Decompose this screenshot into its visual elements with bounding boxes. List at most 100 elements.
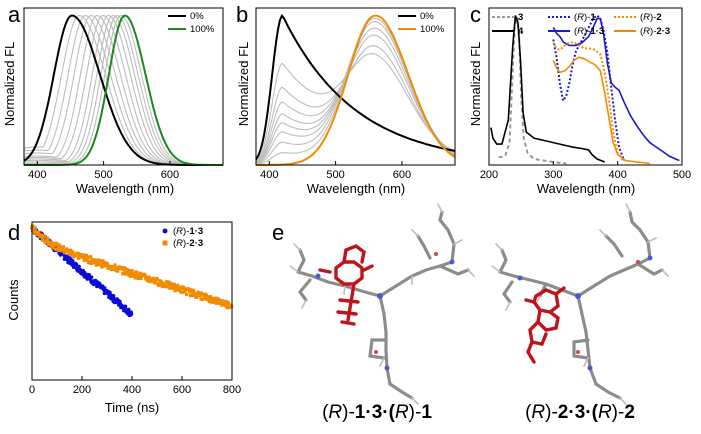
point-d-1-270 [178, 290, 183, 294]
xtick-label-d-2: 400 [123, 384, 141, 396]
point-d-1-2 [31, 224, 35, 228]
xlabel-d: Time (ns) [105, 400, 159, 415]
legend-b-text-1: 100% [420, 24, 445, 35]
ylabel-a: Normalized FL [2, 42, 17, 127]
point-d-1-6 [33, 226, 37, 231]
point-d-1-40 [52, 244, 56, 248]
point-d-1-228 [155, 277, 159, 281]
point-d-1-249 [167, 280, 171, 284]
series-b-0 [255, 13, 456, 161]
point-d-1-70 [68, 248, 73, 252]
series-a-10 [24, 14, 223, 166]
panel-c-ticks: 200 300 400 500 [480, 161, 691, 181]
point-d-1-89 [79, 255, 83, 259]
point-d-1-166 [121, 267, 125, 272]
point-d-0-249 [129, 312, 134, 316]
point-d-1-110 [90, 261, 95, 265]
point-d-1-144 [109, 264, 113, 269]
point-d-1-115 [93, 260, 97, 265]
point-d-1-17 [39, 233, 43, 237]
xlabel-a: Wavelength (nm) [76, 181, 175, 196]
point-d-1-354 [225, 304, 229, 308]
legend-c-text-2: (R)-1 [574, 12, 596, 23]
point-d-1-50 [57, 243, 62, 247]
panel-a-frame [23, 7, 224, 166]
xtick-label-c-2: 400 [608, 169, 626, 181]
point-d-1-290 [189, 293, 194, 298]
series-a-9 [24, 15, 223, 166]
point-d-0-204 [111, 294, 116, 298]
point-d-1-349 [222, 303, 226, 307]
legend-c-text-4: (R)-2 [640, 12, 662, 23]
legend-d-text-1: (R)-2·3 [173, 238, 203, 249]
legend-c-text-5: (R)-2·3 [640, 26, 670, 37]
panel-d-chart: d Counts Time (ns) 0 200 400 600 800 (R)-1·3… [6, 220, 241, 415]
point-d-1-259 [172, 282, 176, 287]
point-d-1-271 [179, 287, 183, 291]
point-d-1-101 [85, 257, 90, 261]
xtick-label-b-2: 600 [393, 169, 411, 181]
panel-b-frame [255, 7, 456, 166]
point-d-1-107 [89, 255, 93, 259]
point-d-1-147 [111, 267, 115, 271]
point-d-1-94 [82, 256, 86, 260]
series-a-2 [23, 14, 223, 166]
molecular-structure-1 [289, 203, 475, 405]
point-d-1-306 [198, 293, 202, 297]
panel-label-a: a [8, 2, 21, 27]
panel-label-d: d [8, 220, 20, 245]
point-d-1-165 [121, 272, 125, 276]
caption-structure-1: (R)-1·3·(R)-1 [322, 402, 432, 423]
point-d-1-156 [116, 269, 120, 273]
point-d-1-191 [135, 271, 139, 275]
panel-d-frame [31, 221, 233, 381]
xtick-label-c-0: 200 [480, 169, 498, 181]
series-c-2 [552, 14, 626, 161]
point-d-1-179 [128, 274, 132, 278]
point-d-1-273 [180, 290, 184, 295]
point-d-1-265 [176, 283, 180, 287]
point-d-1-43 [54, 247, 58, 251]
point-d-1-245 [165, 280, 169, 284]
point-d-0-111 [74, 262, 79, 266]
xtick-label-a-1: 500 [94, 169, 112, 181]
point-d-1-294 [192, 289, 196, 293]
series-a-1 [23, 14, 223, 166]
point-d-1-187 [133, 274, 137, 278]
point-d-1-253 [169, 282, 173, 287]
point-d-1-211 [146, 278, 150, 282]
point-d-1-125 [99, 263, 103, 267]
panel-d-legend: (R)-1·3 (R)-2·3 [162, 226, 203, 249]
point-d-1-167 [122, 266, 126, 270]
xtick-label-d-4: 800 [223, 384, 241, 396]
legend-c-text-1: 4 [518, 26, 524, 37]
point-d-1-56 [61, 247, 65, 251]
panel-c-series-group [490, 14, 680, 165]
point-d-1-346 [220, 299, 224, 303]
point-d-1-137 [105, 261, 109, 266]
molecular-structure-2 [491, 203, 669, 405]
xtick-label-a-2: 600 [161, 169, 179, 181]
point-d-1-52 [59, 245, 63, 249]
panel-label-c: c [470, 2, 481, 27]
point-d-1-172 [125, 272, 129, 276]
point-d-1-151 [113, 263, 117, 267]
legend-d-marker-0 [162, 228, 168, 234]
series-a-7 [23, 14, 223, 166]
point-d-1-289 [189, 288, 193, 292]
point-d-1-48 [56, 248, 60, 252]
ylabel-c: Normalized FL [468, 42, 483, 127]
point-d-1-190 [134, 273, 139, 277]
point-d-1-19 [40, 236, 45, 240]
series-a-3 [23, 14, 223, 166]
point-d-1-35 [49, 240, 53, 244]
xlabel-b: Wavelength (nm) [307, 181, 406, 196]
point-d-1-318 [205, 297, 209, 301]
point-d-1-57 [61, 245, 65, 249]
point-d-1-153 [114, 269, 118, 273]
point-d-1-276 [182, 286, 186, 290]
point-d-1-246 [165, 285, 169, 289]
series-a-4 [23, 14, 223, 166]
series-b-5 [255, 21, 456, 164]
